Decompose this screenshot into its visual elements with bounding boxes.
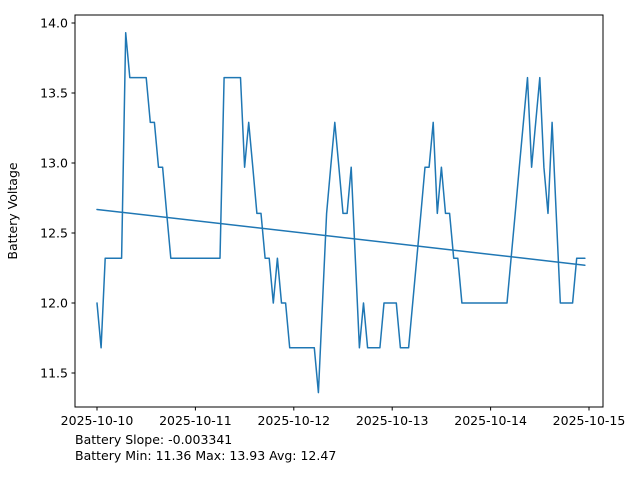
x-tick-label: 2025-10-11 [159, 413, 232, 428]
y-tick-label: 12.0 [40, 296, 68, 311]
y-axis-ticks: 11.5 12.0 12.5 13.0 13.5 14.0 [40, 16, 75, 381]
y-tick-label: 12.5 [40, 226, 68, 241]
x-tick-label: 2025-10-10 [61, 413, 134, 428]
y-tick-label: 11.5 [40, 366, 68, 381]
x-tick-label: 2025-10-15 [553, 413, 626, 428]
y-axis-label: Battery Voltage [5, 162, 20, 259]
battery-trend-line [96, 208, 586, 266]
series-lines [96, 32, 586, 394]
battery-slope-text: Battery Slope: -0.003341 [75, 432, 233, 447]
x-tick-label: 2025-10-13 [356, 413, 429, 428]
y-tick-label: 14.0 [40, 16, 68, 31]
x-tick-label: 2025-10-12 [257, 413, 330, 428]
plot-frame [74, 14, 604, 408]
x-axis-ticks: 2025-10-10 2025-10-11 2025-10-12 2025-10-13… [61, 407, 626, 428]
battery-voltage-line [96, 32, 586, 394]
x-tick-label: 2025-10-14 [454, 413, 527, 428]
battery-stats-text: Battery Min: 11.36 Max: 13.93 Avg: 12.47 [75, 448, 337, 463]
y-tick-label: 13.0 [40, 156, 68, 171]
y-tick-label: 13.5 [40, 86, 68, 101]
